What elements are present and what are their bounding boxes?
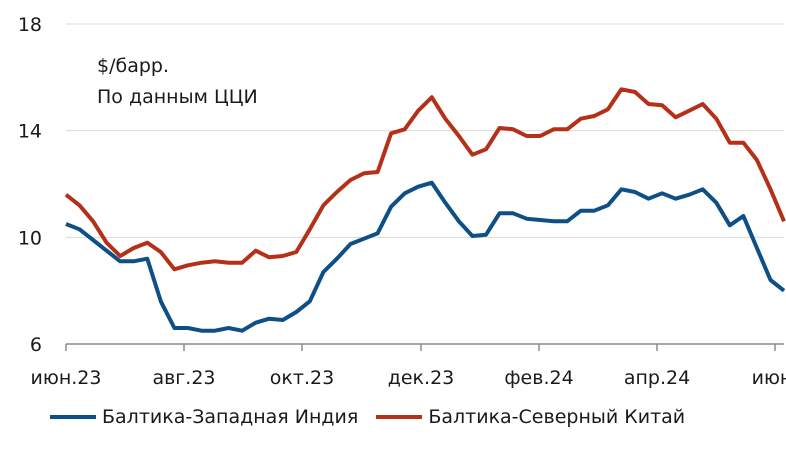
y-tick-label: 6 [30,334,42,356]
x-tick-label: апр.24 [624,367,690,389]
x-tick-label: дек.23 [388,367,455,389]
legend-label-north-china: Балтика-Северный Китай [428,406,686,428]
x-tick-label: июн. [752,367,786,389]
source-annotation: По данным ЦЦИ [97,86,258,108]
series-lines [64,87,786,333]
y-axis-ticks: 6 10 14 18 [18,14,42,356]
grid-lines [66,23,784,238]
series-line-north-china [64,87,786,272]
line-chart: 6 10 14 18 июн.23 авг.23 окт.23 дек.23 фев.24 ап… [18,14,786,389]
legend-item-north-china: Балтика-Северный Китай [376,406,685,428]
y-tick-label: 14 [18,121,42,143]
x-tick-label: авг.23 [152,367,215,389]
legend: Балтика-Западная Индия Балтика-Северный … [50,402,703,432]
unit-annotation: $/барр. [97,55,169,77]
x-tick-label: июн.23 [31,367,102,389]
x-axis: июн.23 авг.23 окт.23 дек.23 фев.24 апр.24 июн. [31,343,786,389]
x-tick-label: фев.24 [504,367,573,389]
legend-swatch-west-india [50,415,96,419]
x-tick-label: окт.23 [270,367,334,389]
y-tick-label: 10 [18,227,42,249]
legend-item-west-india: Балтика-Западная Индия [50,406,358,428]
legend-swatch-north-china [376,415,423,419]
y-tick-label: 18 [18,14,42,36]
series-line-west-india [65,180,786,333]
legend-label-west-india: Балтика-Западная Индия [102,406,359,428]
